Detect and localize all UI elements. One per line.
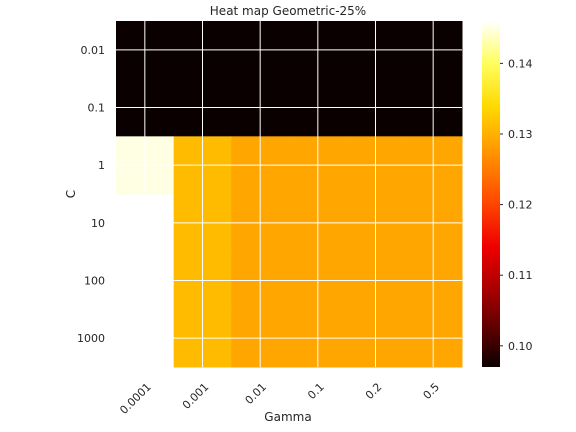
- x-axis-label: Gamma: [264, 410, 311, 424]
- colorbar-tick-label: 0.11: [508, 269, 533, 282]
- x-tick-label: 0.5: [421, 380, 443, 402]
- x-tick-label: 0.0001: [117, 380, 153, 416]
- x-tick-label: 0.01: [243, 380, 270, 407]
- heatmap-cells: [116, 21, 463, 368]
- colorbar-tick-label: 0.10: [508, 340, 533, 353]
- y-tick-label: 10: [91, 217, 105, 230]
- y-tick-label: 0.1: [88, 102, 106, 115]
- y-tick-labels: 0.01 0.1 1 10 100 1000: [77, 44, 105, 345]
- colorbar-tick-label: 0.12: [508, 199, 533, 212]
- x-tick-label: 0.2: [363, 380, 385, 402]
- colorbar: [482, 21, 500, 367]
- y-tick-label: 100: [84, 275, 105, 288]
- y-tick-label: 1: [98, 159, 105, 172]
- heatmap-gridlines: [116, 21, 462, 367]
- colorbar-tick-labels: 0.10 0.11 0.12 0.13 0.14: [500, 57, 533, 353]
- y-tick-label: 0.01: [81, 44, 106, 57]
- x-tick-label: 0.001: [180, 380, 211, 411]
- chart-title: Heat map Geometric-25%: [210, 4, 366, 18]
- x-tick-label: 0.1: [305, 380, 327, 402]
- colorbar-tick-label: 0.14: [508, 57, 533, 70]
- colorbar-tick-label: 0.13: [508, 128, 533, 141]
- y-axis-label: C: [64, 190, 78, 198]
- y-tick-label: 1000: [77, 332, 105, 345]
